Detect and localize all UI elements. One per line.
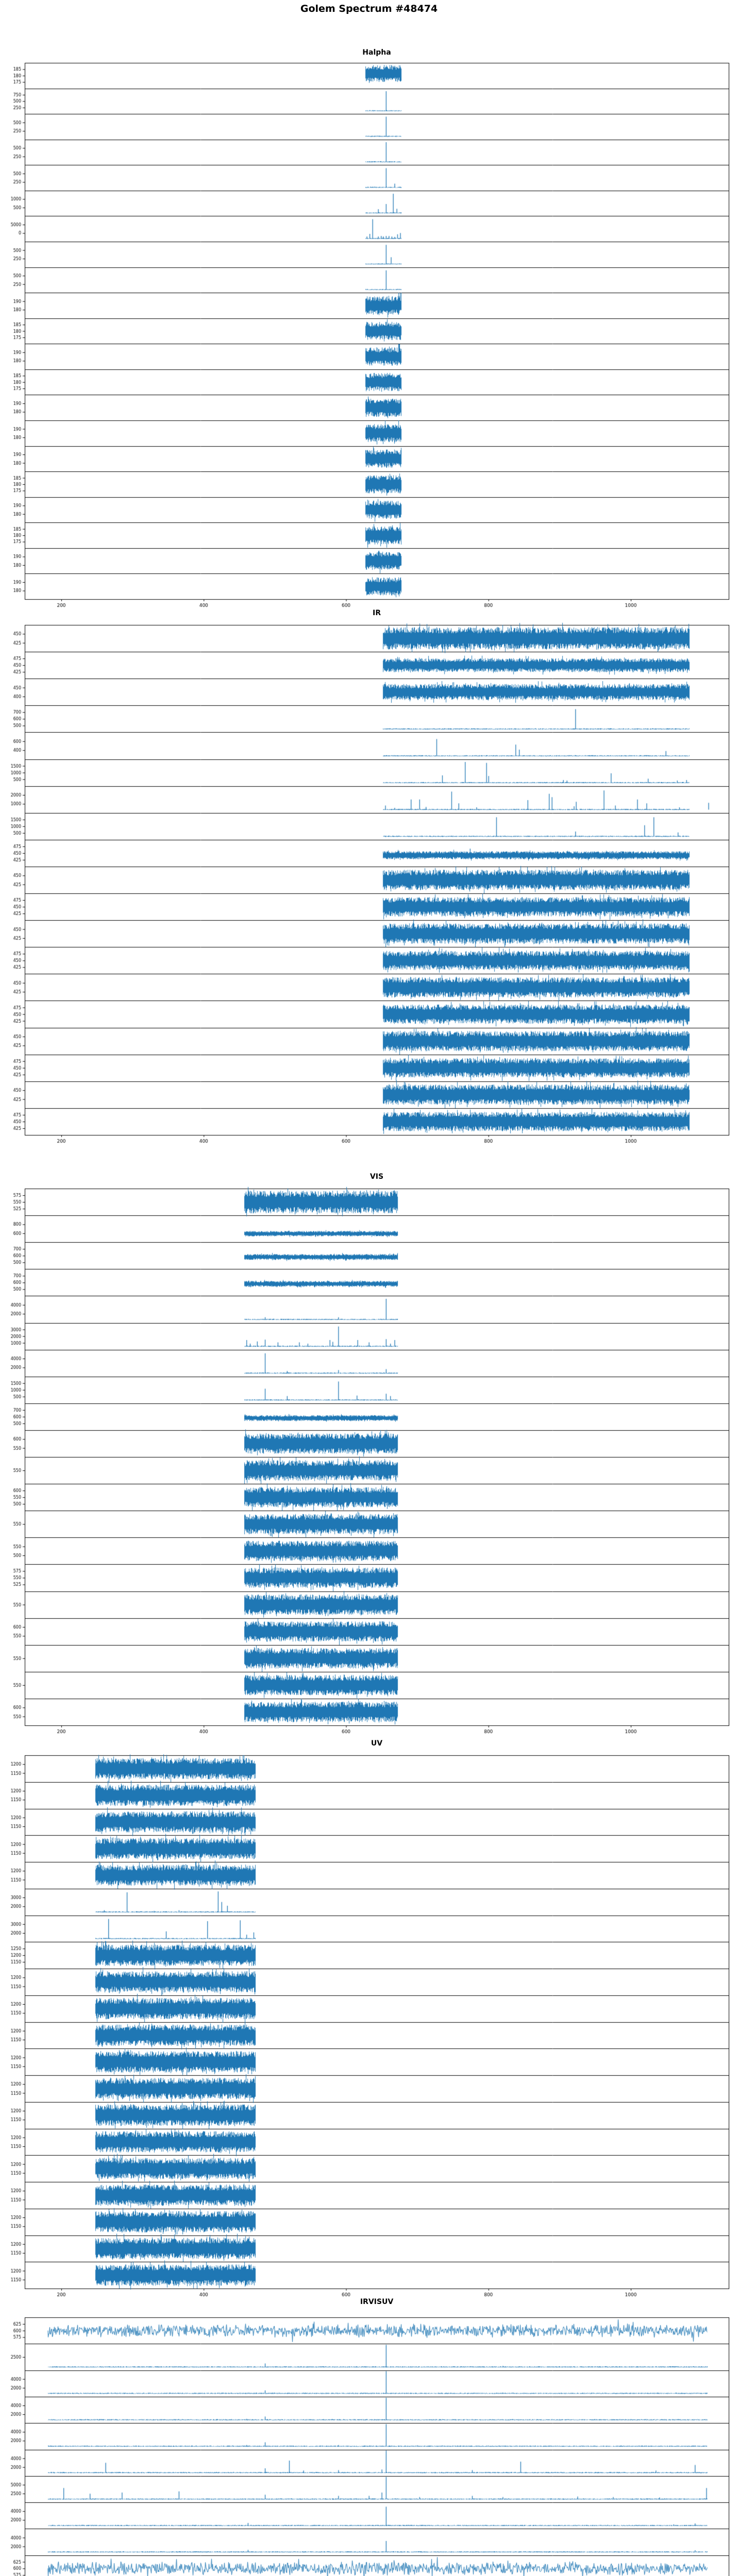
panel-title-ir: IR — [373, 609, 381, 617]
panel-title-vis: VIS — [370, 1173, 384, 1181]
panel-title-halpha: Halpha — [362, 48, 391, 57]
panel-title-irvisuv: IRVISUV — [360, 2298, 394, 2306]
figure-title: Golem Spectrum #48474 — [300, 3, 438, 14]
panel-title-uv: UV — [371, 1739, 383, 1748]
